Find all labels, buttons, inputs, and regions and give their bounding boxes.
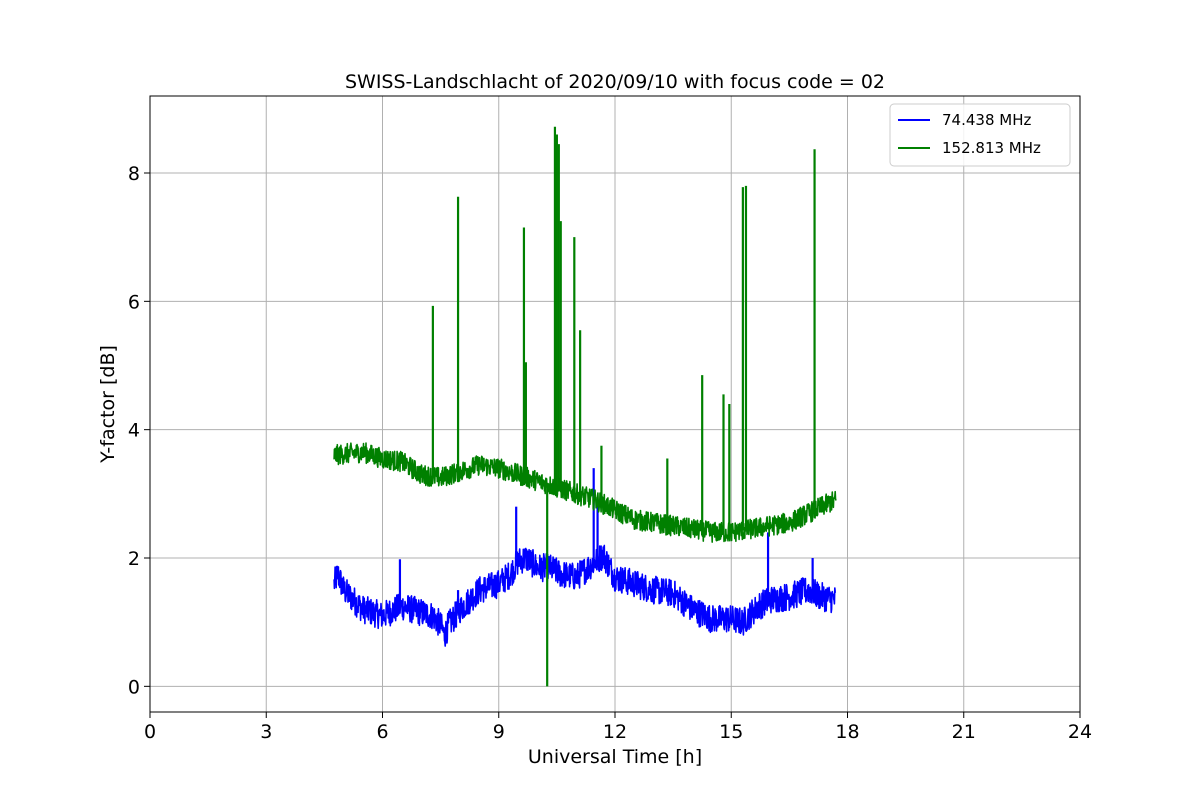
y-tick-label: 2: [128, 548, 140, 570]
chart-title: SWISS-Landschlacht of 2020/09/10 with fo…: [345, 71, 885, 93]
y-tick-label: 8: [128, 163, 140, 185]
x-axis-label: Universal Time [h]: [528, 746, 702, 768]
y-tick-label: 6: [128, 291, 140, 313]
series-1: [333, 468, 837, 647]
y-axis-label: Y-factor [dB]: [97, 345, 119, 464]
x-tick-label: 18: [835, 721, 859, 743]
y-tick-label: 0: [128, 676, 140, 698]
x-tick-label: 15: [719, 721, 743, 743]
x-tick-label: 12: [603, 721, 627, 743]
legend: 74.438 MHz 152.813 MHz: [889, 103, 1071, 167]
x-tick-label: 3: [260, 721, 272, 743]
series-line: [333, 544, 837, 647]
x-tick-label: 21: [952, 721, 976, 743]
y-tick-label: 4: [128, 420, 140, 442]
x-tick-label: 6: [376, 721, 388, 743]
x-tick-label: 24: [1068, 721, 1092, 743]
x-tick-label: 9: [493, 721, 505, 743]
legend-entry: 152.813 MHz: [942, 139, 1041, 157]
legend-entry: 74.438 MHz: [942, 111, 1031, 129]
series-layer: [333, 126, 837, 687]
series-2: [333, 126, 837, 687]
series-line: [333, 442, 837, 543]
legend-box: [889, 103, 1071, 167]
x-tick-label: 0: [144, 721, 156, 743]
